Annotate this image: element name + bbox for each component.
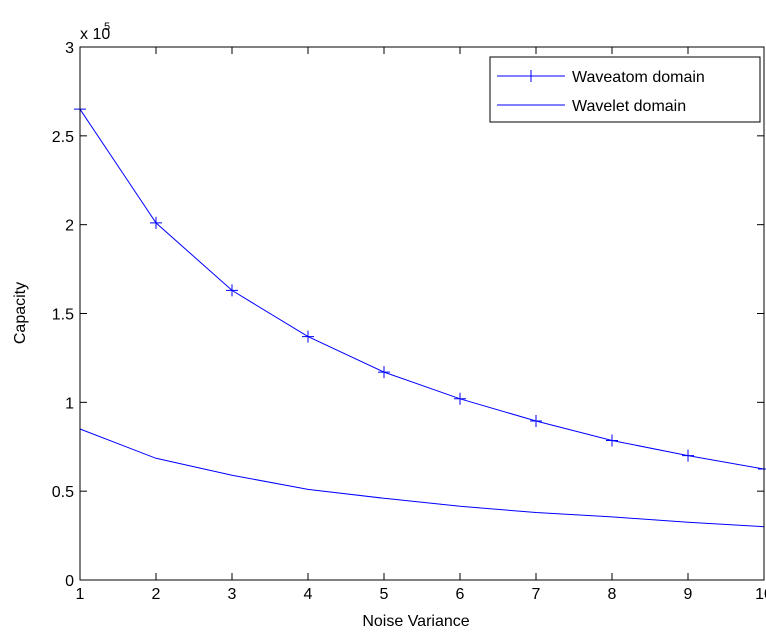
x-tick-label: 2 (152, 586, 161, 603)
legend-item-wavelet: Wavelet domain (497, 98, 686, 115)
x-tick-label: 9 (684, 586, 693, 603)
x-tick-label: 6 (456, 586, 465, 603)
y-axis-label: Capacity (12, 282, 29, 344)
series-wavelet (79, 428, 765, 528)
x-tick-label: 4 (304, 586, 313, 603)
x-axis-label: Noise Variance (362, 613, 469, 630)
y-tick-label: 0 (65, 573, 74, 590)
x-tick-label: 3 (228, 586, 237, 603)
x-tick-label: 1 (76, 586, 85, 603)
data-point-marker (606, 434, 618, 447)
x-tick-label: 5 (380, 586, 389, 603)
legend-item-waveatom: Waveatom domain (497, 69, 705, 86)
y-tick-label: 3 (65, 40, 74, 57)
data-point-marker (682, 449, 694, 462)
data-point-marker (226, 284, 238, 297)
y-exponent-text: 5 (104, 21, 110, 33)
y-multiplier-text: x 10 (80, 26, 110, 43)
series-line (79, 108, 765, 470)
y-tick-label: 2.5 (52, 129, 74, 146)
y-tick-label: 2 (65, 218, 74, 235)
series-waveatom (74, 103, 766, 475)
legend-label-wavelet: Wavelet domain (572, 98, 686, 115)
legend-marker-plus (527, 70, 535, 82)
ticks: 1 2 3 4 5 6 7 8 9 10 0 0.5 1 1.5 2 2.5 3 (52, 40, 766, 603)
data-point-marker (454, 392, 466, 405)
x-tick-label: 10 (755, 586, 766, 603)
series-line (79, 428, 765, 528)
series (74, 103, 766, 528)
x-tick-label: 7 (532, 586, 541, 603)
data-point-marker (378, 366, 390, 379)
data-point-marker (530, 414, 542, 427)
y-tick-label: 0.5 (52, 484, 74, 501)
legend-box (489, 56, 761, 123)
data-point-marker (758, 462, 766, 475)
y-tick-label: 1.5 (52, 307, 74, 324)
data-point-marker (302, 330, 314, 343)
y-tick-label: 1 (65, 395, 74, 412)
data-point-marker (150, 216, 162, 229)
plot-frame (79, 46, 765, 581)
legend: Waveatom domain Wavelet domain (489, 56, 761, 123)
x-tick-label: 8 (608, 586, 617, 603)
y-axis-multiplier: x 10 5 (80, 21, 110, 43)
legend-label-waveatom: Waveatom domain (572, 69, 705, 86)
